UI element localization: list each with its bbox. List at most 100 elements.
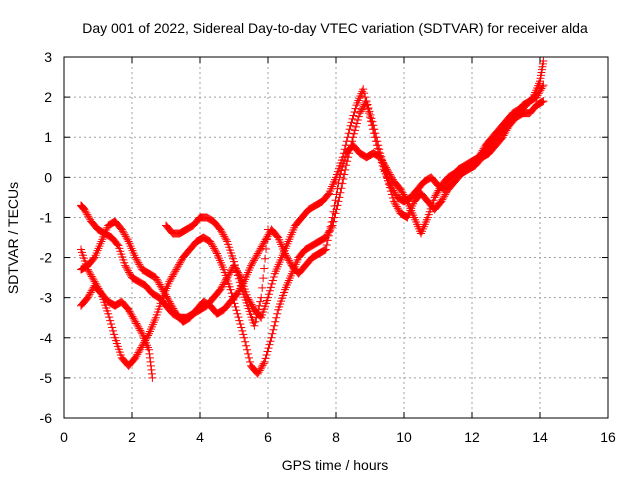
data-point [128, 312, 137, 321]
data-point [281, 251, 290, 260]
data-point [397, 187, 406, 196]
data-point [167, 301, 176, 310]
data-point [253, 249, 262, 258]
data-point [254, 305, 263, 314]
data-point [219, 280, 228, 289]
data-point [257, 242, 266, 251]
data-point [365, 107, 374, 116]
data-point [388, 193, 397, 202]
data-point [438, 195, 447, 204]
data-point [325, 227, 334, 236]
data-point [384, 168, 393, 177]
data-point [109, 326, 118, 335]
data-point [259, 274, 268, 283]
data-point [87, 286, 96, 295]
data-point [239, 330, 248, 339]
data-point [267, 333, 276, 342]
data-point [222, 235, 231, 244]
data-point [362, 97, 371, 106]
data-point [233, 289, 242, 298]
y-axis-label: SDTVAR / TECUs [5, 182, 21, 294]
data-point [284, 256, 293, 265]
data-point [247, 261, 255, 270]
data-point [87, 272, 96, 281]
data-point [263, 235, 272, 244]
data-point [379, 158, 388, 167]
data-point [378, 156, 387, 165]
data-point [432, 189, 441, 198]
data-point [169, 270, 178, 279]
data-point [265, 286, 274, 295]
data-point [85, 290, 94, 299]
data-point [158, 285, 167, 294]
data-point [537, 98, 546, 107]
data-point [217, 283, 226, 292]
data-point [263, 347, 272, 356]
data-point [332, 190, 341, 199]
data-point [398, 188, 407, 197]
data-point [163, 294, 172, 303]
x-tick-label: 8 [332, 429, 340, 445]
data-point [132, 352, 141, 361]
data-point [133, 256, 142, 265]
data-point [251, 252, 260, 261]
data-point [437, 197, 446, 206]
data-point [339, 159, 348, 168]
data-point [353, 116, 362, 125]
data-point [165, 277, 174, 286]
data-point [439, 193, 448, 202]
data-point [255, 301, 264, 310]
data-point [498, 133, 507, 142]
y-tick-label: -4 [40, 330, 53, 346]
data-point [344, 129, 353, 138]
data-point [265, 340, 274, 349]
data-point [384, 180, 393, 189]
data-point [340, 170, 349, 179]
data-point [164, 295, 173, 304]
data-point [264, 290, 273, 299]
data-point [360, 89, 369, 98]
data-point [392, 202, 401, 211]
data-point [126, 309, 135, 318]
data-point [110, 330, 119, 339]
data-point [83, 265, 92, 274]
data-point [250, 321, 259, 330]
data-point [373, 137, 382, 146]
data-series-4 [77, 245, 157, 382]
data-point [124, 305, 133, 314]
data-point [84, 267, 93, 276]
data-point [328, 213, 337, 222]
data-point [259, 239, 268, 248]
data-point [117, 225, 126, 234]
x-tick-label: 0 [60, 429, 68, 445]
data-point [539, 97, 548, 106]
data-point [320, 246, 329, 255]
data-point [118, 227, 127, 236]
data-point [386, 187, 395, 196]
data-point [538, 97, 547, 106]
data-point [350, 126, 359, 135]
data-point [252, 313, 261, 322]
data-point [241, 337, 250, 346]
data-point [107, 320, 116, 329]
x-tick-label: 4 [196, 429, 204, 445]
data-point [372, 133, 381, 142]
data-point [120, 230, 129, 239]
data-point [156, 282, 165, 291]
data-point [375, 145, 384, 154]
data-point [240, 333, 249, 342]
data-point [391, 189, 400, 198]
data-point [331, 196, 340, 205]
data-point [209, 242, 218, 251]
data-point [394, 205, 403, 214]
data-point [324, 190, 333, 199]
data-point [125, 307, 134, 316]
data-point [376, 153, 385, 162]
data-point [89, 254, 98, 263]
data-point [131, 353, 140, 362]
data-point [90, 277, 99, 286]
data-point [385, 170, 394, 179]
data-point [136, 262, 145, 271]
data-point [253, 309, 262, 318]
data-point [370, 125, 379, 134]
